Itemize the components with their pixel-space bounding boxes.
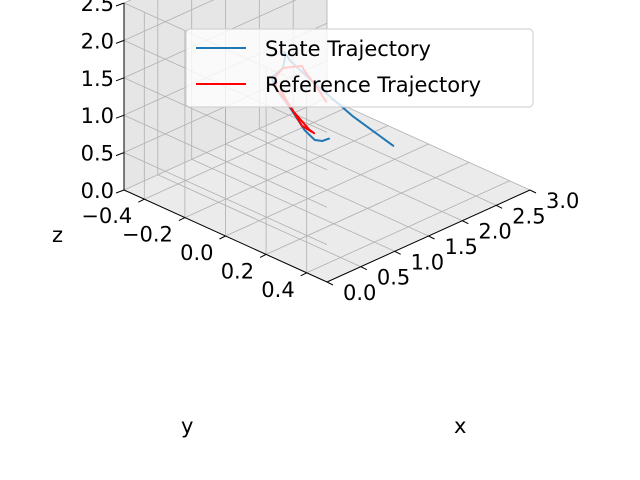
z-tick-mark [115,39,125,44]
y-tick-mark [178,217,186,222]
y-tick-mark [300,272,307,277]
z-tick-mark [115,189,125,194]
axis-lines [115,2,537,286]
z-tick-label: 1.0 [81,104,114,128]
x-tick-label: 1.0 [411,250,444,274]
y-tick-label: 0.4 [261,278,294,302]
x-axis-label: x [454,414,466,438]
z-tick-mark [115,152,125,157]
y-tick-label: −0.2 [122,223,173,247]
x-tick-label: 0.5 [377,266,410,290]
x-tick-label: 2.0 [478,220,511,244]
x-tick-mark [394,250,401,255]
legend-label-reference: Reference Trajectory [265,73,481,97]
x-tick-mark [360,266,368,271]
y-tick-label: 0.0 [180,241,213,265]
y-tick-mark [138,198,145,203]
x-tick-label: 2.5 [512,204,545,228]
z-tick-label: 2.0 [81,29,114,53]
tick-labels: 0.00.51.01.52.02.53.0−0.4−0.20.00.20.40.… [81,0,580,305]
legend-label-state: State Trajectory [265,37,431,61]
z-tick-mark [115,2,125,7]
x-tick-mark [529,189,537,194]
z-tick-label: 0.0 [81,179,114,203]
legend: State Trajectory Reference Trajectory [185,28,534,108]
z-tick-label: 0.5 [81,142,114,166]
z-tick-mark [115,114,125,119]
x-tick-label: 0.0 [343,281,376,305]
z-tick-label: 1.5 [81,67,114,91]
y-tick-mark [219,235,226,240]
x-tick-mark [428,235,435,240]
y-tick-mark [259,253,267,258]
y-tick-label: −0.4 [81,204,132,228]
z-axis-label: z [52,223,63,247]
x-tick-label: 1.5 [445,235,478,259]
z-tick-label: 2.5 [81,0,114,16]
y-tick-label: 0.2 [221,259,254,283]
x-tick-label: 3.0 [546,189,579,213]
z-tick-mark [115,77,125,82]
x-tick-mark [495,204,503,209]
legend-frame [185,28,534,108]
x-tick-mark [326,281,334,286]
x-tick-mark [462,220,469,225]
y-axis-label: y [181,414,193,438]
